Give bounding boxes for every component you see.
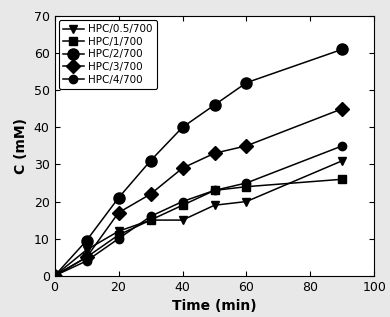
HPC/3/700 [180,166,185,170]
Y-axis label: C (mM): C (mM) [14,118,28,174]
HPC/1/700 [84,255,89,259]
HPC/0.5/700 [212,203,217,207]
HPC/1/700 [340,177,345,181]
HPC/4/700 [212,189,217,192]
HPC/4/700 [116,237,121,241]
Legend: HPC/0.5/700, HPC/1/700, HPC/2/700, HPC/3/700, HPC/4/700: HPC/0.5/700, HPC/1/700, HPC/2/700, HPC/3… [59,20,157,89]
HPC/2/700 [340,47,345,51]
HPC/2/700 [212,103,217,107]
HPC/0.5/700 [148,218,153,222]
HPC/2/700 [52,274,57,278]
HPC/3/700 [116,211,121,215]
HPC/1/700 [212,189,217,192]
HPC/0.5/700 [84,248,89,252]
HPC/1/700 [180,203,185,207]
HPC/3/700 [244,144,249,148]
HPC/1/700 [52,274,57,278]
Line: HPC/3/700: HPC/3/700 [50,104,347,281]
Line: HPC/1/700: HPC/1/700 [50,175,347,280]
HPC/0.5/700 [340,159,345,163]
HPC/0.5/700 [180,218,185,222]
HPC/4/700 [180,200,185,204]
HPC/3/700 [148,192,153,196]
Line: HPC/2/700: HPC/2/700 [49,44,348,281]
HPC/2/700 [244,81,249,85]
HPC/1/700 [244,185,249,189]
HPC/0.5/700 [52,274,57,278]
HPC/1/700 [116,233,121,237]
HPC/1/700 [148,218,153,222]
HPC/2/700 [148,159,153,163]
HPC/3/700 [84,255,89,259]
HPC/0.5/700 [244,200,249,204]
HPC/4/700 [84,259,89,263]
Line: HPC/0.5/700: HPC/0.5/700 [50,157,347,280]
HPC/4/700 [148,215,153,218]
HPC/3/700 [212,151,217,155]
HPC/4/700 [340,144,345,148]
HPC/2/700 [84,239,89,243]
HPC/3/700 [52,274,57,278]
HPC/0.5/700 [116,229,121,233]
HPC/4/700 [52,274,57,278]
Line: HPC/4/700: HPC/4/700 [50,142,347,280]
HPC/3/700 [340,107,345,111]
HPC/4/700 [244,181,249,185]
HPC/2/700 [180,125,185,129]
HPC/2/700 [116,196,121,200]
X-axis label: Time (min): Time (min) [172,299,257,313]
